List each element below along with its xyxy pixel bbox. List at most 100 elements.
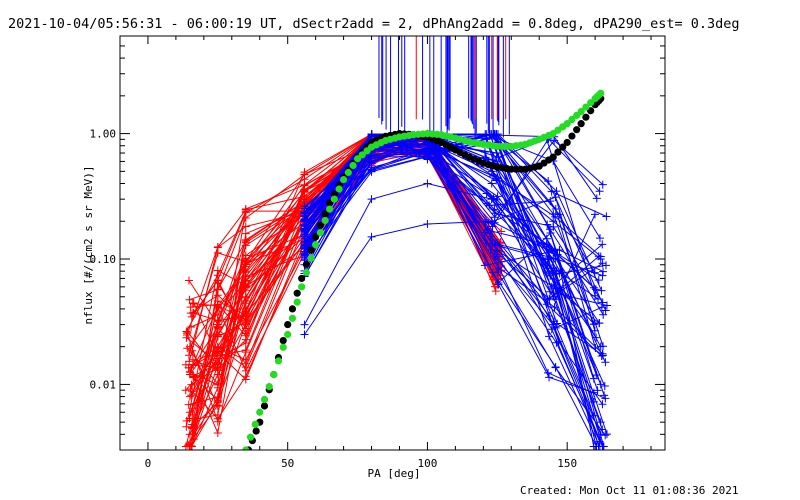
red-data-point <box>300 185 309 194</box>
blue-data-point <box>494 280 503 289</box>
blue-data-point <box>367 152 376 161</box>
blue-data-point <box>589 442 598 450</box>
black-fit-point <box>568 132 576 140</box>
black-fit-point <box>321 210 329 218</box>
blue-data-point <box>484 218 493 227</box>
red-data-point <box>213 310 222 319</box>
red-data-point <box>241 282 250 291</box>
blue-data-point <box>550 303 559 312</box>
blue-data-point <box>594 276 603 285</box>
black-fit-point <box>279 336 287 345</box>
red-data-point <box>213 285 222 294</box>
red-data-point <box>189 309 198 318</box>
blue-data-point <box>595 234 604 243</box>
red-data-point <box>213 301 222 310</box>
green-fit-point <box>321 216 329 225</box>
red-data-point <box>183 327 192 336</box>
blue-data-point <box>597 286 606 295</box>
blue-data-point <box>489 130 498 139</box>
black-fit-point <box>252 427 260 435</box>
blue-data-point <box>552 187 561 196</box>
black-fit-point <box>288 305 297 313</box>
blue-series-line <box>304 133 604 303</box>
blue-data-point <box>423 220 432 229</box>
green-fit-point <box>256 408 264 416</box>
blue-data-point <box>547 282 556 291</box>
blue-data-point <box>367 166 376 175</box>
green-fit-point <box>260 395 269 404</box>
green-fit-point <box>251 420 259 428</box>
red-data-point <box>187 391 196 400</box>
blue-data-point <box>599 267 608 276</box>
green-fit-point <box>302 268 311 277</box>
green-fit-point <box>577 107 585 116</box>
blue-series-line <box>304 140 606 363</box>
red-data-point <box>189 371 198 380</box>
blue-data-point <box>592 194 601 203</box>
black-fit-point <box>284 320 292 329</box>
blue-data-point <box>367 130 376 139</box>
red-data-point <box>241 348 250 357</box>
red-data-point <box>184 400 193 409</box>
red-data-point <box>241 260 250 269</box>
green-fit-point <box>246 433 255 441</box>
green-fit-point <box>326 205 334 213</box>
green-fit-point <box>335 185 343 193</box>
blue-data-point <box>601 394 610 403</box>
blue-data-point <box>595 187 604 196</box>
blue-data-point <box>550 136 559 145</box>
plot-frame <box>119 35 666 451</box>
green-fit-point <box>597 89 605 97</box>
green-fit-point <box>279 343 287 351</box>
blue-series-line <box>304 220 602 435</box>
blue-data-point <box>300 238 309 247</box>
blue-series-line <box>304 147 596 331</box>
black-fit-point <box>582 113 590 121</box>
chart-title: 2021-10-04/05:56:31 - 06:00:19 UT, dSect… <box>8 16 740 32</box>
blue-data-point <box>300 320 309 329</box>
blue-data-point <box>553 319 562 328</box>
blue-data-point <box>596 252 605 261</box>
red-data-point <box>213 347 222 356</box>
red-data-point <box>181 360 190 369</box>
red-data-point <box>213 414 222 423</box>
blue-data-point <box>480 261 489 270</box>
red-data-point <box>241 213 250 222</box>
blue-series-line <box>304 148 603 355</box>
blue-data-point <box>493 268 502 277</box>
blue-data-point <box>601 431 610 440</box>
blue-data-point <box>601 261 610 270</box>
blue-data-point <box>300 247 309 256</box>
blue-data-point <box>545 373 554 382</box>
y-axis-label: nflux [#/(cm2 s sr MeV)] <box>82 166 95 325</box>
red-data-point <box>182 416 191 425</box>
blue-data-point <box>602 301 611 310</box>
black-fit-point <box>326 199 334 207</box>
y-tick-label: 0.10 <box>90 253 117 266</box>
red-data-point <box>241 329 250 338</box>
blue-data-point <box>602 212 611 221</box>
red-data-point <box>213 324 222 333</box>
red-data-point <box>213 394 222 403</box>
green-fit-point <box>298 283 306 291</box>
data-layer <box>181 36 611 450</box>
red-data-point <box>241 372 250 381</box>
axes-layer: 0 50 100 150 0.01 0.10 1.00 <box>90 35 666 470</box>
green-fit-point <box>316 229 324 237</box>
red-data-point <box>241 207 250 216</box>
blue-data-point <box>598 240 607 249</box>
red-data-point <box>213 402 222 411</box>
blue-data-point <box>423 149 432 158</box>
blue-data-point <box>551 363 560 372</box>
blue-data-point <box>367 232 376 241</box>
green-fit-point <box>582 103 590 111</box>
green-fit-point <box>242 446 250 450</box>
x-axis-label: PA [deg] <box>368 467 421 480</box>
created-timestamp: Created: Mon Oct 11 01:08:36 2021 <box>520 484 739 497</box>
green-fit-point <box>344 168 352 177</box>
red-data-point <box>213 243 222 252</box>
blue-series-line <box>304 133 604 356</box>
x-tick-label: 150 <box>557 457 577 470</box>
red-data-point <box>213 332 222 341</box>
